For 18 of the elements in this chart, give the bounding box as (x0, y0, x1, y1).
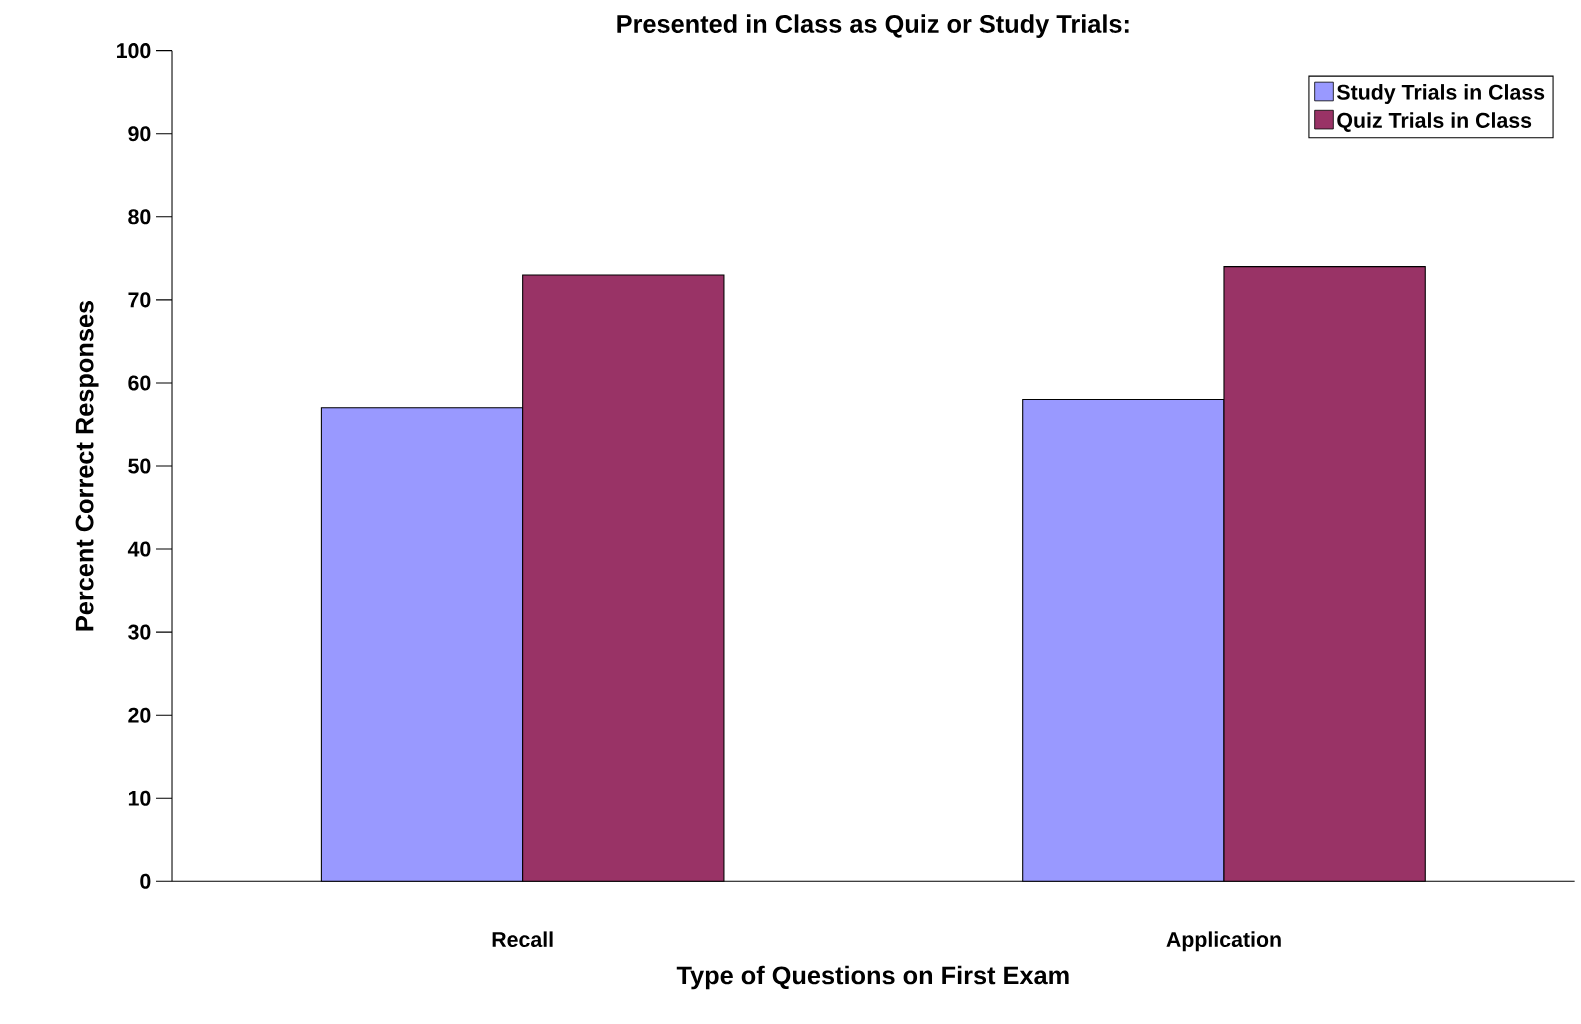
y-tick-label: 90 (128, 126, 151, 142)
y-tick-label: 60 (128, 375, 151, 391)
y-tick-label: 40 (127, 541, 151, 557)
y-tick-label: 0 (140, 873, 151, 889)
y-tick-label: 30 (128, 624, 151, 640)
chart-title: Presented in Class as Quiz or Study Trials: (617, 14, 1129, 38)
y-axis-title: Percent Correct Responses (75, 300, 99, 631)
y-tick-label: 100 (117, 43, 151, 59)
y-tick-label: 20 (128, 707, 151, 723)
legend-label: Study Trials in Class (1337, 84, 1545, 104)
x-tick-label: Application (1166, 931, 1281, 952)
y-tick-label: 80 (128, 209, 151, 225)
y-tick-label: 50 (128, 458, 151, 474)
x-tick-label: Recall (492, 931, 553, 948)
y-tick-label: 10 (128, 790, 151, 806)
x-axis-title: Type of Questions on First Exam (676, 965, 1069, 990)
legend-label: Quiz Trials in Class (1337, 112, 1532, 132)
y-tick-label: 70 (128, 292, 151, 308)
